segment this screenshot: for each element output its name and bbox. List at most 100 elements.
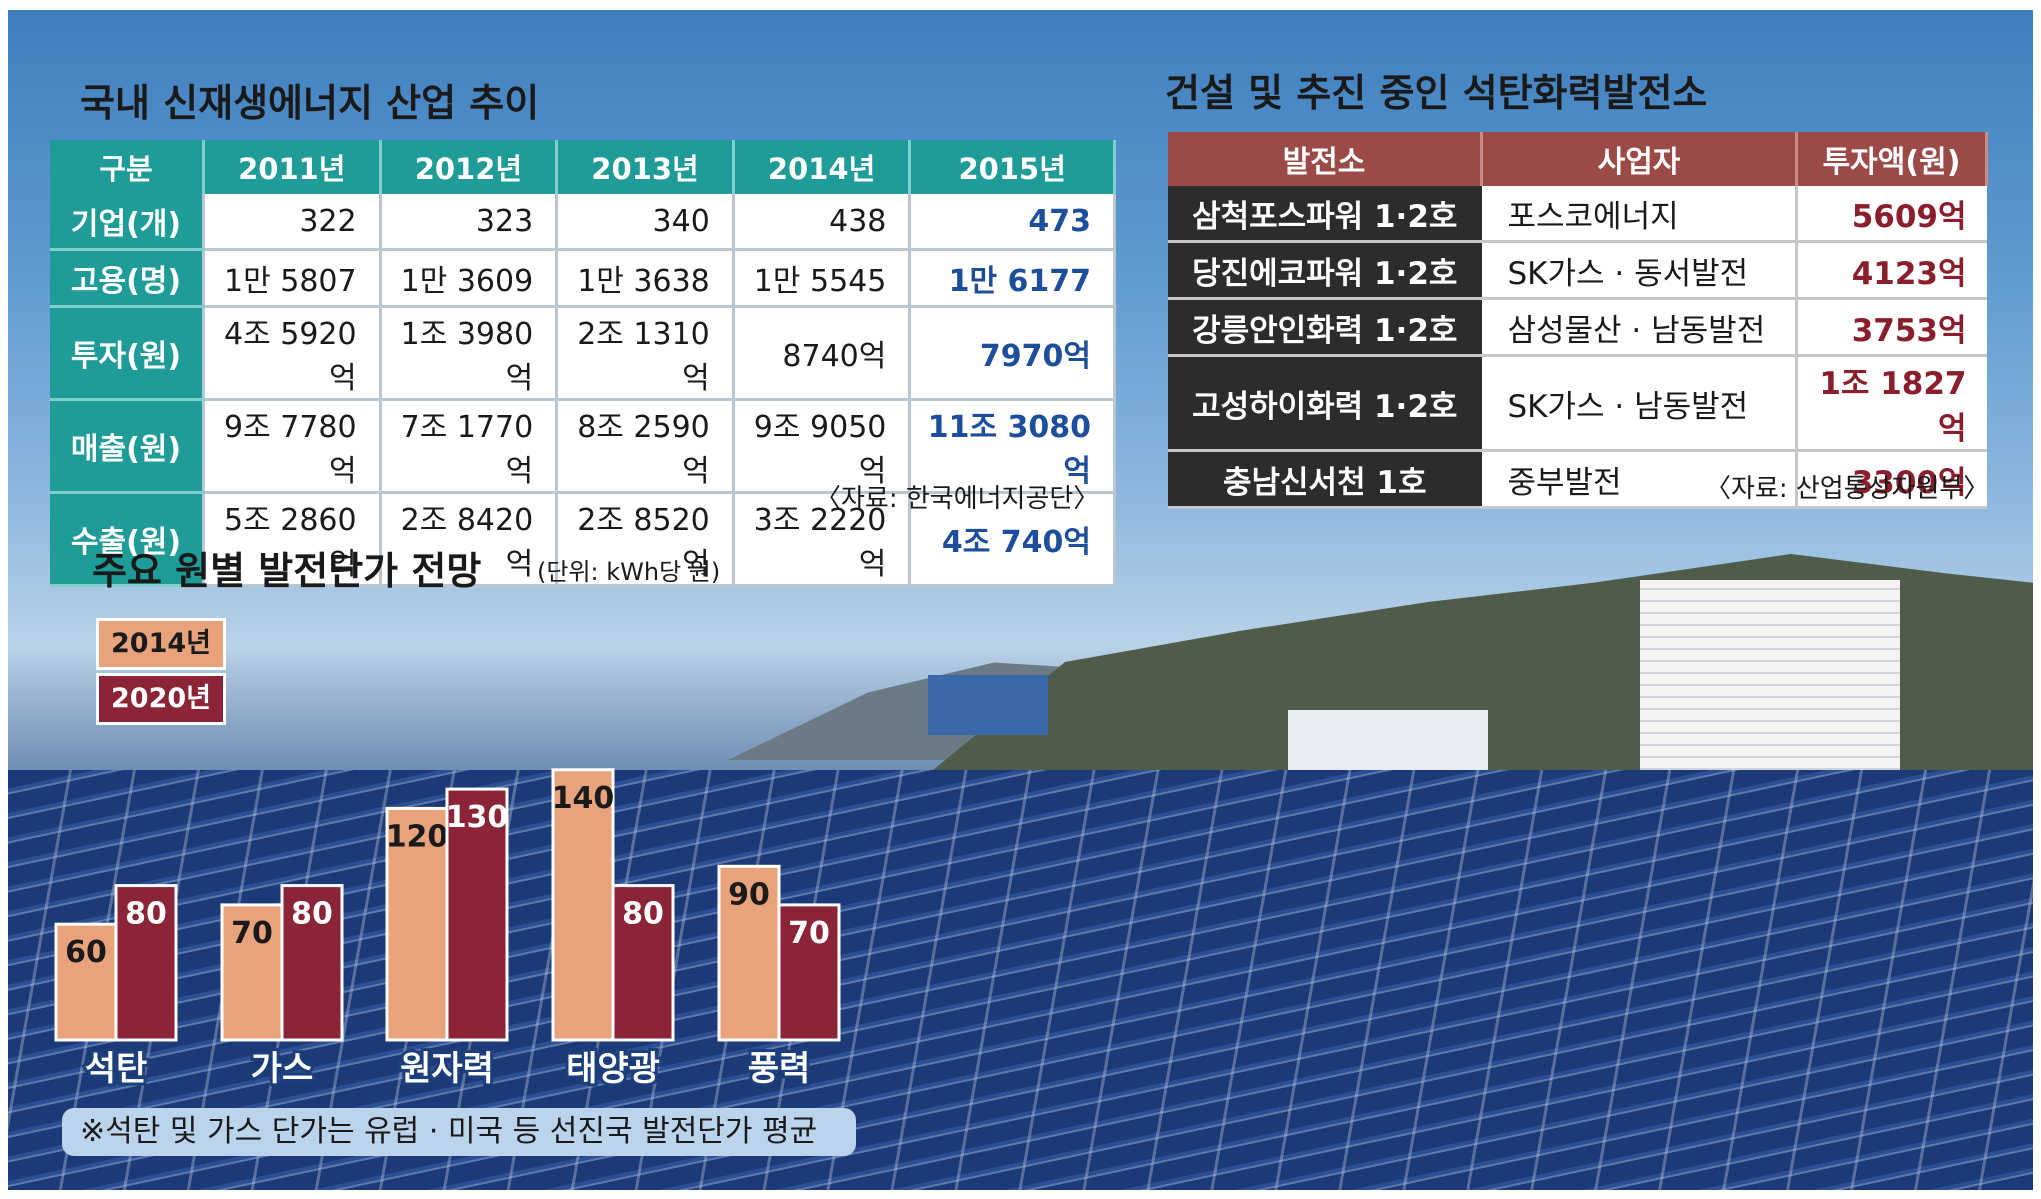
low-building [1288, 710, 1488, 780]
bar-value-label: 70 [231, 916, 273, 951]
category-label: 원자력 [400, 1049, 494, 1089]
operator-name: 삼성물산 · 남동발전 [1481, 298, 1797, 357]
table-cell: 8조 2590억 [556, 399, 735, 494]
table2-source: 〈자료: 산업통상자원부〉 [1705, 474, 1990, 504]
bar-value-label: 70 [788, 916, 830, 951]
table1-title: 국내 신재생에너지 산업 추이 [80, 81, 540, 125]
table-cell-highlight: 4조 740억 [909, 492, 1116, 587]
table-cell: 1조 3980억 [380, 306, 559, 401]
operator-name: 포스코에너지 [1481, 186, 1797, 243]
table-row: 충남신서천 1호 중부발전 3300억 [1168, 450, 1987, 509]
operator-name: SK가스 · 동서발전 [1481, 241, 1797, 300]
bar-value-label: 80 [125, 897, 167, 932]
row-label: 고용(명) [50, 249, 205, 308]
table-row: 고성하이화력 1·2호 SK가스 · 남동발전 1조 1827억 [1168, 355, 1987, 452]
table-cell: 4조 5920억 [203, 306, 382, 401]
table-cell: 5조 2860억 [203, 492, 382, 587]
investment-amount: 3753억 [1795, 298, 1987, 357]
column-header: 사업자 [1481, 132, 1798, 186]
table-row: 매출(원) 9조 7780억 7조 1770억 8조 2590억 9조 9050… [50, 399, 1116, 494]
investment-amount: 3300억 [1795, 450, 1987, 509]
footnote: ※석탄 및 가스 단가는 유럽 · 미국 등 선진국 발전단가 평균 [62, 1108, 856, 1156]
column-header: 2015년 [909, 140, 1116, 194]
chart-unit: (단위: kWh당 원) [537, 558, 721, 586]
table-cell: 9조 9050억 [733, 399, 912, 494]
plant-name: 충남신서천 1호 [1168, 450, 1482, 509]
plant-name: 삼척포스파워 1·2호 [1168, 186, 1482, 243]
operator-name: SK가스 · 남동발전 [1481, 355, 1797, 452]
column-header: 2014년 [733, 140, 912, 194]
column-header: 투자액(원) [1796, 132, 1988, 186]
table-row: 고용(명) 1만 5807 1만 3609 1만 3638 1만 5545 1만… [50, 249, 1116, 308]
bar-value-label: 60 [65, 935, 107, 970]
chart-title: 주요 원별 발전단가 전망 [92, 549, 482, 593]
bar-value-label: 80 [291, 897, 333, 932]
plant-name: 당진에코파워 1·2호 [1168, 241, 1482, 300]
table-cell-highlight: 7970억 [909, 306, 1116, 401]
bar-태양광-2014년 [551, 768, 615, 1042]
table-cell: 1만 3638 [556, 249, 735, 308]
table-cell: 1만 5545 [733, 249, 912, 308]
table-cell: 2조 8520억 [556, 492, 735, 587]
table-cell: 438 [733, 194, 912, 251]
table-cell: 2조 8420억 [380, 492, 559, 587]
table-row: 투자(원) 4조 5920억 1조 3980억 2조 1310억 8740억 7… [50, 306, 1116, 401]
table-cell-highlight: 473 [909, 194, 1116, 251]
bar-value-label: 90 [728, 877, 770, 912]
operator-name: 중부발전 [1481, 450, 1797, 509]
category-label: 풍력 [748, 1049, 811, 1089]
table-row: 강릉안인화력 1·2호 삼성물산 · 남동발전 3753억 [1168, 298, 1987, 357]
investment-amount: 4123억 [1795, 241, 1987, 300]
bar-value-label: 80 [622, 897, 664, 932]
table-header-row: 구분 2011년 2012년 2013년 2014년 2015년 [50, 140, 1116, 194]
column-header: 2012년 [380, 140, 559, 194]
legend-item-2014: 2014년 [96, 618, 226, 670]
column-header: 2013년 [556, 140, 735, 194]
bar-원자력-2020년 [445, 787, 509, 1042]
bar-태양광-2020년 [611, 884, 675, 1042]
bar-풍력-2020년 [777, 903, 841, 1042]
table-row: 기업(개) 322 323 340 438 473 [50, 194, 1116, 251]
table-header-row: 발전소 사업자 투자액(원) [1168, 132, 1988, 186]
table2-title: 건설 및 추진 중인 석탄화력발전소 [1165, 71, 1708, 115]
bar-석탄-2014년 [54, 922, 118, 1042]
table-cell-highlight: 1만 6177 [909, 249, 1116, 308]
table-cell: 7조 1770억 [380, 399, 559, 494]
bar-풍력-2014년 [717, 864, 781, 1042]
table-row: 삼척포스파워 1·2호 포스코에너지 5609억 [1168, 186, 1987, 243]
table-cell: 2조 1310억 [556, 306, 735, 401]
coal-plant-table: 발전소 사업자 투자액(원) 삼척포스파워 1·2호 포스코에너지 5609억 … [1168, 132, 1988, 509]
bar-value-label: 130 [446, 800, 509, 835]
table-cell: 323 [380, 194, 559, 251]
row-label: 수출(원) [50, 492, 205, 587]
factory-building [928, 675, 1048, 735]
table1-source: 〈자료: 한국에너지공단〉 [815, 484, 1100, 514]
category-label: 가스 [251, 1049, 314, 1089]
table-cell: 340 [556, 194, 735, 251]
category-label: 석탄 [85, 1049, 148, 1089]
column-header: 구분 [50, 140, 205, 194]
table-cell-highlight: 11조 3080억 [909, 399, 1116, 494]
bar-value-label: 140 [552, 781, 615, 816]
row-label: 투자(원) [50, 306, 205, 401]
bar-석탄-2020년 [114, 884, 178, 1042]
investment-amount: 1조 1827억 [1795, 355, 1987, 452]
table-cell: 1만 5807 [203, 249, 382, 308]
table-cell: 322 [203, 194, 382, 251]
column-header: 발전소 [1168, 132, 1483, 186]
apartment-building [1640, 580, 1900, 780]
bar-원자력-2014년 [385, 806, 449, 1042]
row-label: 기업(개) [50, 194, 205, 251]
investment-amount: 5609억 [1795, 186, 1987, 243]
category-label: 태양광 [566, 1049, 660, 1089]
column-header: 2011년 [203, 140, 382, 194]
renewable-industry-table: 구분 2011년 2012년 2013년 2014년 2015년 기업(개) 3… [50, 140, 1116, 587]
table-row: 당진에코파워 1·2호 SK가스 · 동서발전 4123억 [1168, 241, 1987, 300]
plant-name: 고성하이화력 1·2호 [1168, 355, 1482, 452]
table-cell: 8740억 [733, 306, 912, 401]
bar-가스-2020년 [280, 884, 344, 1042]
table-cell: 9조 7780억 [203, 399, 382, 494]
table-row: 수출(원) 5조 2860억 2조 8420억 2조 8520억 3조 2220… [50, 492, 1116, 587]
table-cell: 1만 3609 [380, 249, 559, 308]
